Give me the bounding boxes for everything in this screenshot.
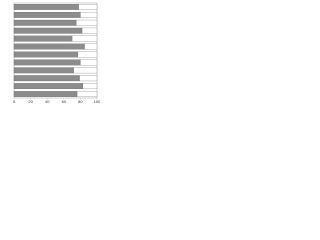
x-tick-label: 60 (62, 99, 67, 104)
bar-segment (13, 59, 81, 66)
bar-segment (13, 75, 80, 82)
plot-frame (13, 2, 98, 99)
bar-segment (13, 27, 83, 34)
bar-segment (76, 91, 98, 97)
chart: 0 20 40 60 80 100 (13, 2, 100, 104)
bar-segment (76, 19, 98, 26)
x-tick-label: 100 (94, 99, 100, 104)
bar-segment (13, 67, 74, 74)
bar-segment (84, 43, 98, 50)
bar-segment (13, 19, 77, 26)
x-tick-label: 40 (45, 99, 50, 104)
bar-segment (81, 27, 98, 34)
bar-segment (73, 67, 98, 74)
bar-segment (79, 75, 98, 82)
bar-segment (13, 51, 79, 58)
bar-segment (13, 43, 85, 50)
bar-segment (80, 59, 98, 66)
bar-segment (82, 83, 98, 90)
bar-segment (13, 4, 79, 10)
bar-segment (77, 51, 98, 58)
x-tick-label: 20 (28, 99, 33, 104)
x-tick-label: 80 (78, 99, 83, 104)
bar-segment (13, 83, 84, 90)
bar-segment (78, 4, 98, 10)
bar-segment (80, 11, 98, 18)
x-tick-label: 0 (13, 99, 16, 104)
bar-segment (71, 35, 98, 42)
bar-segment (13, 91, 78, 97)
bar-segment (13, 11, 81, 18)
bar-segment (13, 35, 73, 42)
